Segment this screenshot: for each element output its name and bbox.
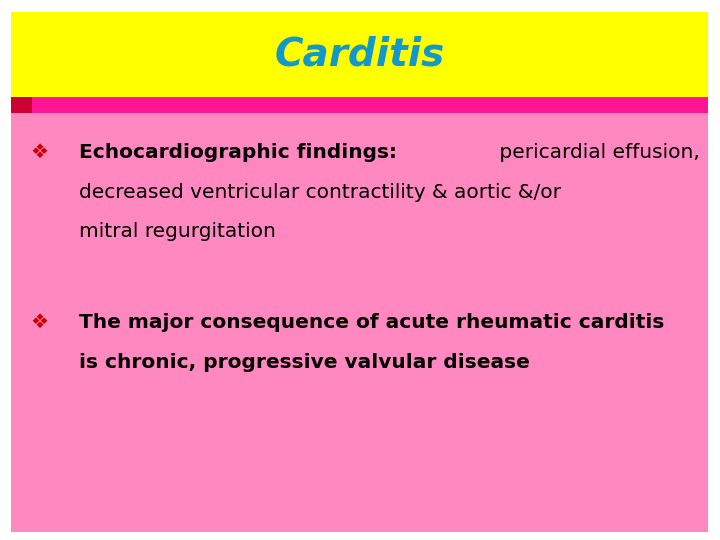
FancyBboxPatch shape — [11, 12, 708, 97]
Text: Echocardiographic findings:: Echocardiographic findings: — [79, 143, 397, 162]
Text: ❖: ❖ — [30, 143, 49, 162]
Text: mitral regurgitation: mitral regurgitation — [79, 222, 276, 241]
Text: Carditis: Carditis — [275, 36, 445, 73]
Text: is chronic, progressive valvular disease: is chronic, progressive valvular disease — [79, 353, 530, 372]
FancyBboxPatch shape — [11, 97, 708, 113]
Text: pericardial effusion,: pericardial effusion, — [493, 143, 700, 162]
FancyBboxPatch shape — [11, 97, 32, 113]
FancyBboxPatch shape — [11, 105, 708, 532]
Text: ❖: ❖ — [30, 313, 49, 332]
Text: decreased ventricular contractility & aortic &/or: decreased ventricular contractility & ao… — [79, 183, 561, 201]
Text: The major consequence of acute rheumatic carditis: The major consequence of acute rheumatic… — [79, 313, 665, 332]
